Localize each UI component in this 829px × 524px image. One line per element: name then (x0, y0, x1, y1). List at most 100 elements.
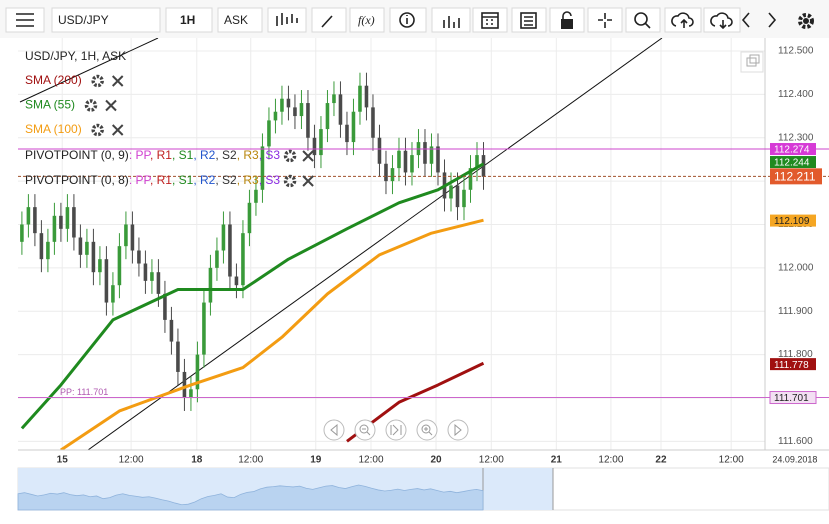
settings-icon[interactable] (283, 149, 297, 163)
candle-body (410, 155, 414, 173)
candle-body (150, 272, 154, 281)
draw-button[interactable] (311, 7, 347, 33)
price-badge-label: 112.274 (774, 145, 810, 156)
sma-line (60, 218, 484, 450)
candle-body (273, 111, 278, 121)
candle-body (371, 107, 375, 138)
sma-line (20, 162, 485, 430)
candle-body (377, 137, 382, 164)
legend-indicator: SMA (100) (25, 122, 82, 136)
navigator (17, 467, 829, 511)
zoom-button[interactable] (625, 7, 661, 33)
remove-icon[interactable] (111, 124, 124, 136)
scroll-right[interactable] (447, 419, 469, 441)
calendar-button[interactable] (472, 7, 508, 33)
pivot-token: , S2 (215, 148, 237, 162)
candle-body (117, 246, 122, 286)
pivot-token: , S1 (172, 173, 194, 187)
candle-body (137, 250, 141, 264)
candle-body (215, 250, 219, 268)
candle-body (46, 241, 50, 260)
x-tick-label: 20 (430, 455, 442, 466)
remove-icon[interactable] (105, 99, 117, 112)
settings-icon[interactable] (91, 74, 104, 88)
menu-button[interactable] (5, 7, 45, 33)
zoom-out[interactable] (354, 419, 376, 441)
chart-type-button[interactable] (267, 7, 307, 33)
candle-body (104, 259, 109, 303)
remove-icon[interactable] (111, 75, 124, 87)
candle-body (267, 120, 271, 147)
candle-body (319, 129, 323, 156)
candle-body (299, 103, 304, 117)
prev-button[interactable] (741, 12, 750, 28)
settings-button[interactable] (798, 13, 814, 29)
symbol: USD/JPY (58, 13, 109, 27)
candle-body (98, 259, 102, 273)
upload-button[interactable] (664, 7, 702, 33)
candle-body (72, 207, 76, 238)
popout-button[interactable] (740, 51, 764, 73)
download-button[interactable] (703, 7, 741, 33)
candle-body (280, 98, 284, 112)
candle-body (20, 224, 24, 242)
pivot-token: , R3 (237, 148, 259, 162)
candle-body (423, 142, 427, 164)
candle-body (163, 293, 167, 320)
price-badge (770, 156, 816, 169)
x-tick-label: 21 (551, 455, 563, 466)
y-tick-label: 111.900 (778, 306, 813, 317)
next-button[interactable] (768, 12, 777, 28)
legend-indicator: SMA (200) (25, 73, 82, 87)
symbol-select[interactable]: USD/JPY (51, 7, 161, 33)
remove-icon[interactable] (302, 150, 314, 162)
y-tick-label: 111.600 (778, 436, 813, 447)
price-axis (765, 38, 829, 450)
pivot-token: , S2 (215, 173, 237, 187)
candle-body (169, 319, 174, 342)
crosshair-button[interactable] (587, 7, 623, 33)
remove-icon[interactable] (302, 175, 314, 187)
pivot-token: , S1 (172, 148, 194, 162)
pivot-token: , S3 (259, 173, 281, 187)
candle-body (78, 237, 83, 255)
candle-body (325, 103, 330, 130)
indicator-button[interactable]: f(x) (349, 7, 385, 33)
y-tick-label: 112.500 (778, 46, 814, 57)
reset-zoom[interactable] (385, 419, 407, 441)
candle-body (124, 224, 128, 247)
interval-select[interactable]: 1H (165, 7, 213, 33)
price-badge (770, 214, 816, 227)
candle-body (312, 137, 317, 156)
settings-icon[interactable] (84, 99, 98, 112)
candle-body (455, 185, 460, 208)
info-button[interactable] (389, 7, 427, 33)
candle-body (91, 241, 96, 273)
price-select[interactable]: ASK (217, 7, 263, 33)
settings-icon[interactable] (283, 174, 297, 188)
volume-button[interactable] (431, 7, 471, 33)
price-badge-label: 112.211 (774, 170, 816, 184)
pivot-token: : PP (129, 148, 152, 162)
x-tick-label: 12:00 (238, 455, 263, 466)
price-badge-label: 112.244 (774, 158, 810, 169)
lock-button[interactable] (549, 7, 585, 33)
zoom-in[interactable] (416, 419, 438, 441)
candle-body (345, 124, 349, 143)
candle-body (228, 224, 232, 277)
toolbar: USD/JPY 1H ASK f(x) (0, 0, 829, 38)
candle-body (293, 107, 297, 117)
candle-body (176, 341, 180, 372)
pivot-token: , R1 (150, 173, 172, 187)
trend-line (19, 38, 159, 103)
candle-body (306, 103, 310, 138)
plot-area (19, 38, 663, 450)
scroll-left[interactable] (323, 419, 345, 441)
candle-body (429, 146, 434, 164)
candle-body (156, 272, 161, 294)
candle-body (111, 285, 115, 303)
candle-body (130, 224, 135, 251)
x-tick-label: 15 (57, 455, 69, 466)
news-button[interactable] (511, 7, 547, 33)
settings-icon[interactable] (91, 123, 104, 137)
